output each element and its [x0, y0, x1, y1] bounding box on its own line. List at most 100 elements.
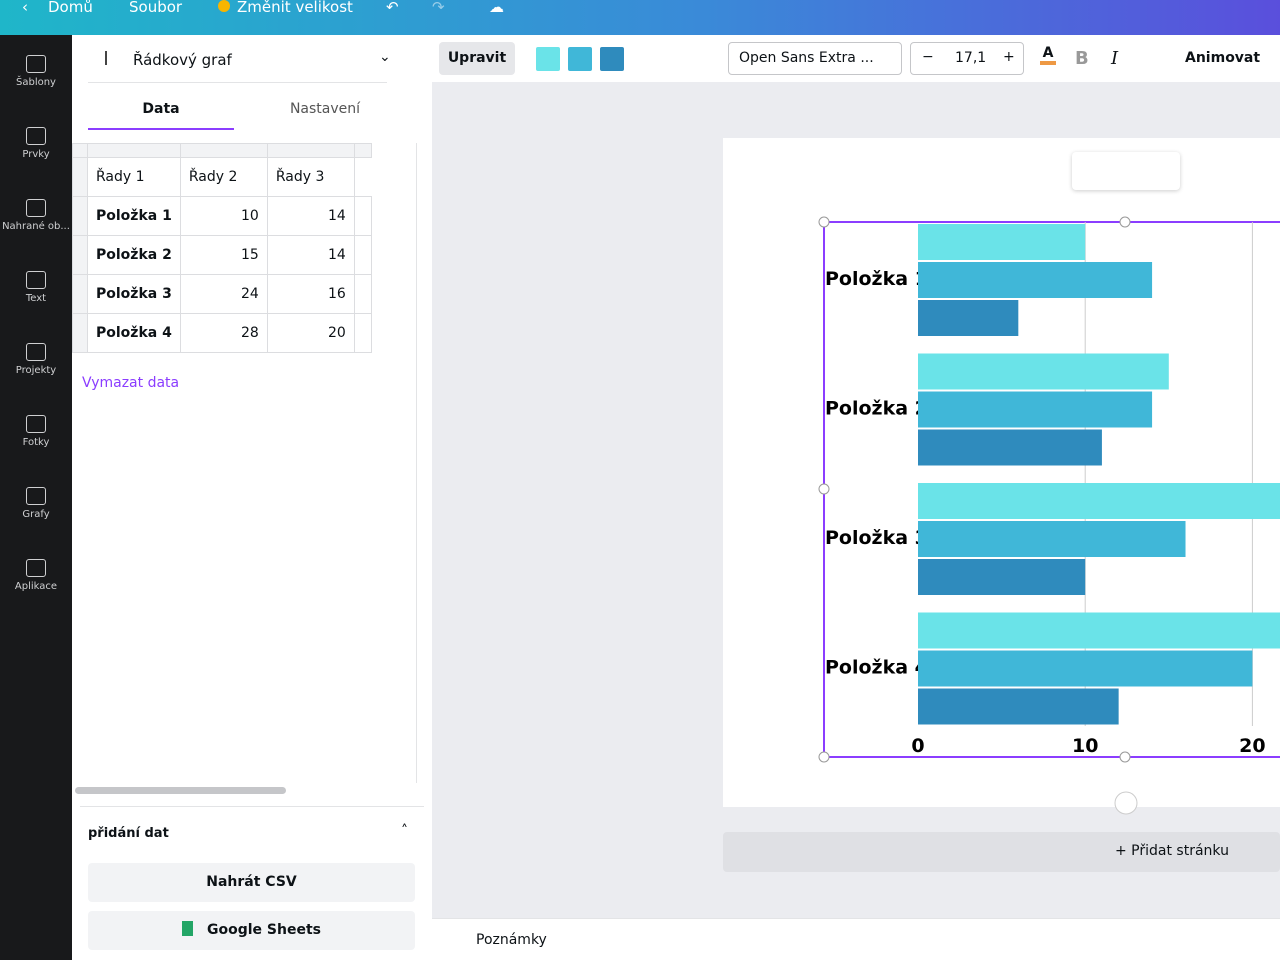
- sidebar-item: Text: [25, 293, 47, 304]
- cell: 10: [179, 196, 268, 236]
- bar: [918, 688, 1119, 725]
- animate[interactable]: Animovat: [1185, 50, 1261, 66]
- sidebar-item: Prvky: [22, 149, 50, 160]
- chart-icon: [105, 51, 119, 65]
- bar: [918, 650, 1253, 687]
- divider: [80, 806, 424, 807]
- rotate-handle: [1114, 791, 1138, 815]
- element-menu[interactable]: [1072, 152, 1180, 190]
- top-bar: ‹ Domů Soubor Změnit velikost ↶ ↷ ☁: [0, 0, 1280, 35]
- row-gutter: [72, 235, 88, 275]
- sidebar-item: Aplikace: [14, 581, 58, 592]
- resize[interactable]: Změnit velikost: [237, 0, 353, 16]
- font-name: Open Sans Extra ...: [739, 50, 874, 66]
- sidebar-icon: [26, 55, 46, 73]
- x-tick-label: 0: [911, 735, 924, 757]
- font-size[interactable]: 17,1− +: [910, 42, 1024, 75]
- tab-indicator: [88, 128, 234, 130]
- footer: Poznámky: [432, 918, 1280, 961]
- clear-data[interactable]: Vymazat data: [82, 375, 180, 391]
- table-row: Položka 1 10 14: [72, 196, 372, 236]
- text-color[interactable]: A: [1040, 45, 1056, 65]
- cell: 24: [179, 274, 268, 314]
- row-header: Položka 4: [87, 313, 181, 353]
- bar: [918, 521, 1186, 557]
- cell: 16: [266, 274, 355, 314]
- font-size-value: 17,1: [955, 50, 987, 66]
- resize-handle: [818, 751, 830, 763]
- sidebar-icon: [26, 415, 46, 433]
- color[interactable]: [568, 47, 592, 71]
- divider: [88, 82, 387, 83]
- dropdown[interactable]: ⌄: [379, 49, 391, 65]
- google-sheets[interactable]: Google Sheets: [88, 911, 415, 950]
- notes[interactable]: Poznámky: [476, 932, 547, 948]
- x-tick-label: 20: [1239, 735, 1265, 757]
- chart-panel: Řádkový graf ⌄ Data Nastavení Řady 1 Řady…: [72, 35, 433, 960]
- italic[interactable]: I: [1111, 48, 1119, 69]
- add-page[interactable]: + Přidat stránku: [723, 832, 1280, 872]
- row-header: Položka 1: [87, 196, 181, 236]
- back-icon[interactable]: ‹: [22, 0, 28, 16]
- bar: [918, 391, 1153, 428]
- column-header: Řady 3: [266, 157, 355, 197]
- scrollbar[interactable]: [75, 787, 286, 794]
- bar: [918, 224, 1086, 260]
- redo: ↷: [432, 0, 445, 16]
- sidebar-icon: [26, 271, 46, 289]
- sidebar: Šablony Prvky Nahrané ob... Text Projekty Fot…: [0, 35, 72, 960]
- button-label: Google Sheets: [207, 922, 321, 938]
- category-label: Položka 3: [825, 527, 928, 549]
- edit[interactable]: Upravit: [439, 42, 515, 75]
- sidebar-item: Grafy: [22, 509, 50, 520]
- chart-type[interactable]: Řádkový graf: [133, 51, 232, 69]
- sidebar-item: Šablony: [16, 77, 56, 88]
- tab[interactable]: Data: [142, 101, 180, 117]
- button-label: Nahrát CSV: [206, 874, 297, 890]
- cell: 14: [266, 235, 355, 275]
- resize-handle: [818, 483, 830, 495]
- x-tick-label: 10: [1072, 735, 1098, 757]
- row-gutter: [72, 313, 88, 353]
- crown: [218, 0, 230, 12]
- color[interactable]: [536, 47, 560, 71]
- sidebar-icon: [26, 343, 46, 361]
- table-row: Položka 4 28 20: [72, 313, 372, 353]
- category-label: Položka 2: [825, 398, 928, 420]
- row-header: Položka 2: [87, 235, 181, 275]
- cell: 20: [266, 313, 355, 353]
- sidebar-icon: [26, 199, 46, 217]
- upload-csv[interactable]: Nahrát CSV: [88, 863, 415, 902]
- sidebar-item: Projekty: [15, 365, 57, 376]
- row-header: Položka 3: [87, 274, 181, 314]
- sidebar-item: Fotky: [22, 437, 50, 448]
- toolbar: Upravit Open Sans Extra ... 17,1− + A B I…: [432, 35, 1280, 83]
- sidebar-icon: [26, 127, 46, 145]
- section-title: přidání dat: [88, 826, 169, 841]
- file-menu[interactable]: Soubor: [129, 0, 183, 16]
- bold[interactable]: B: [1075, 48, 1089, 69]
- sidebar-icon: [26, 487, 46, 505]
- home[interactable]: Domů: [48, 0, 93, 16]
- font-select[interactable]: Open Sans Extra ...: [728, 42, 902, 75]
- tab[interactable]: Nastavení: [289, 101, 361, 117]
- category-label: Položka 4: [825, 657, 928, 679]
- bar: [918, 262, 1153, 298]
- bar: [918, 559, 1086, 595]
- color[interactable]: [600, 47, 624, 71]
- bar: [918, 429, 1102, 466]
- sidebar-icon: [26, 559, 46, 577]
- bar: [918, 483, 1280, 519]
- column-header: Řady 2: [179, 157, 268, 197]
- save-status: ☁: [489, 0, 504, 16]
- bar: [918, 612, 1280, 649]
- collapse[interactable]: ˄: [401, 823, 408, 839]
- table-row: Položka 3 24 16: [72, 274, 372, 314]
- category-label: Položka 1: [825, 268, 928, 290]
- undo[interactable]: ↶: [386, 0, 399, 16]
- data-table: Řady 1 Řady 2 Řady 3 Položka 1 10 14 Položka …: [72, 143, 372, 353]
- bar: [918, 353, 1169, 390]
- table-row: Položka 2 15 14: [72, 235, 372, 275]
